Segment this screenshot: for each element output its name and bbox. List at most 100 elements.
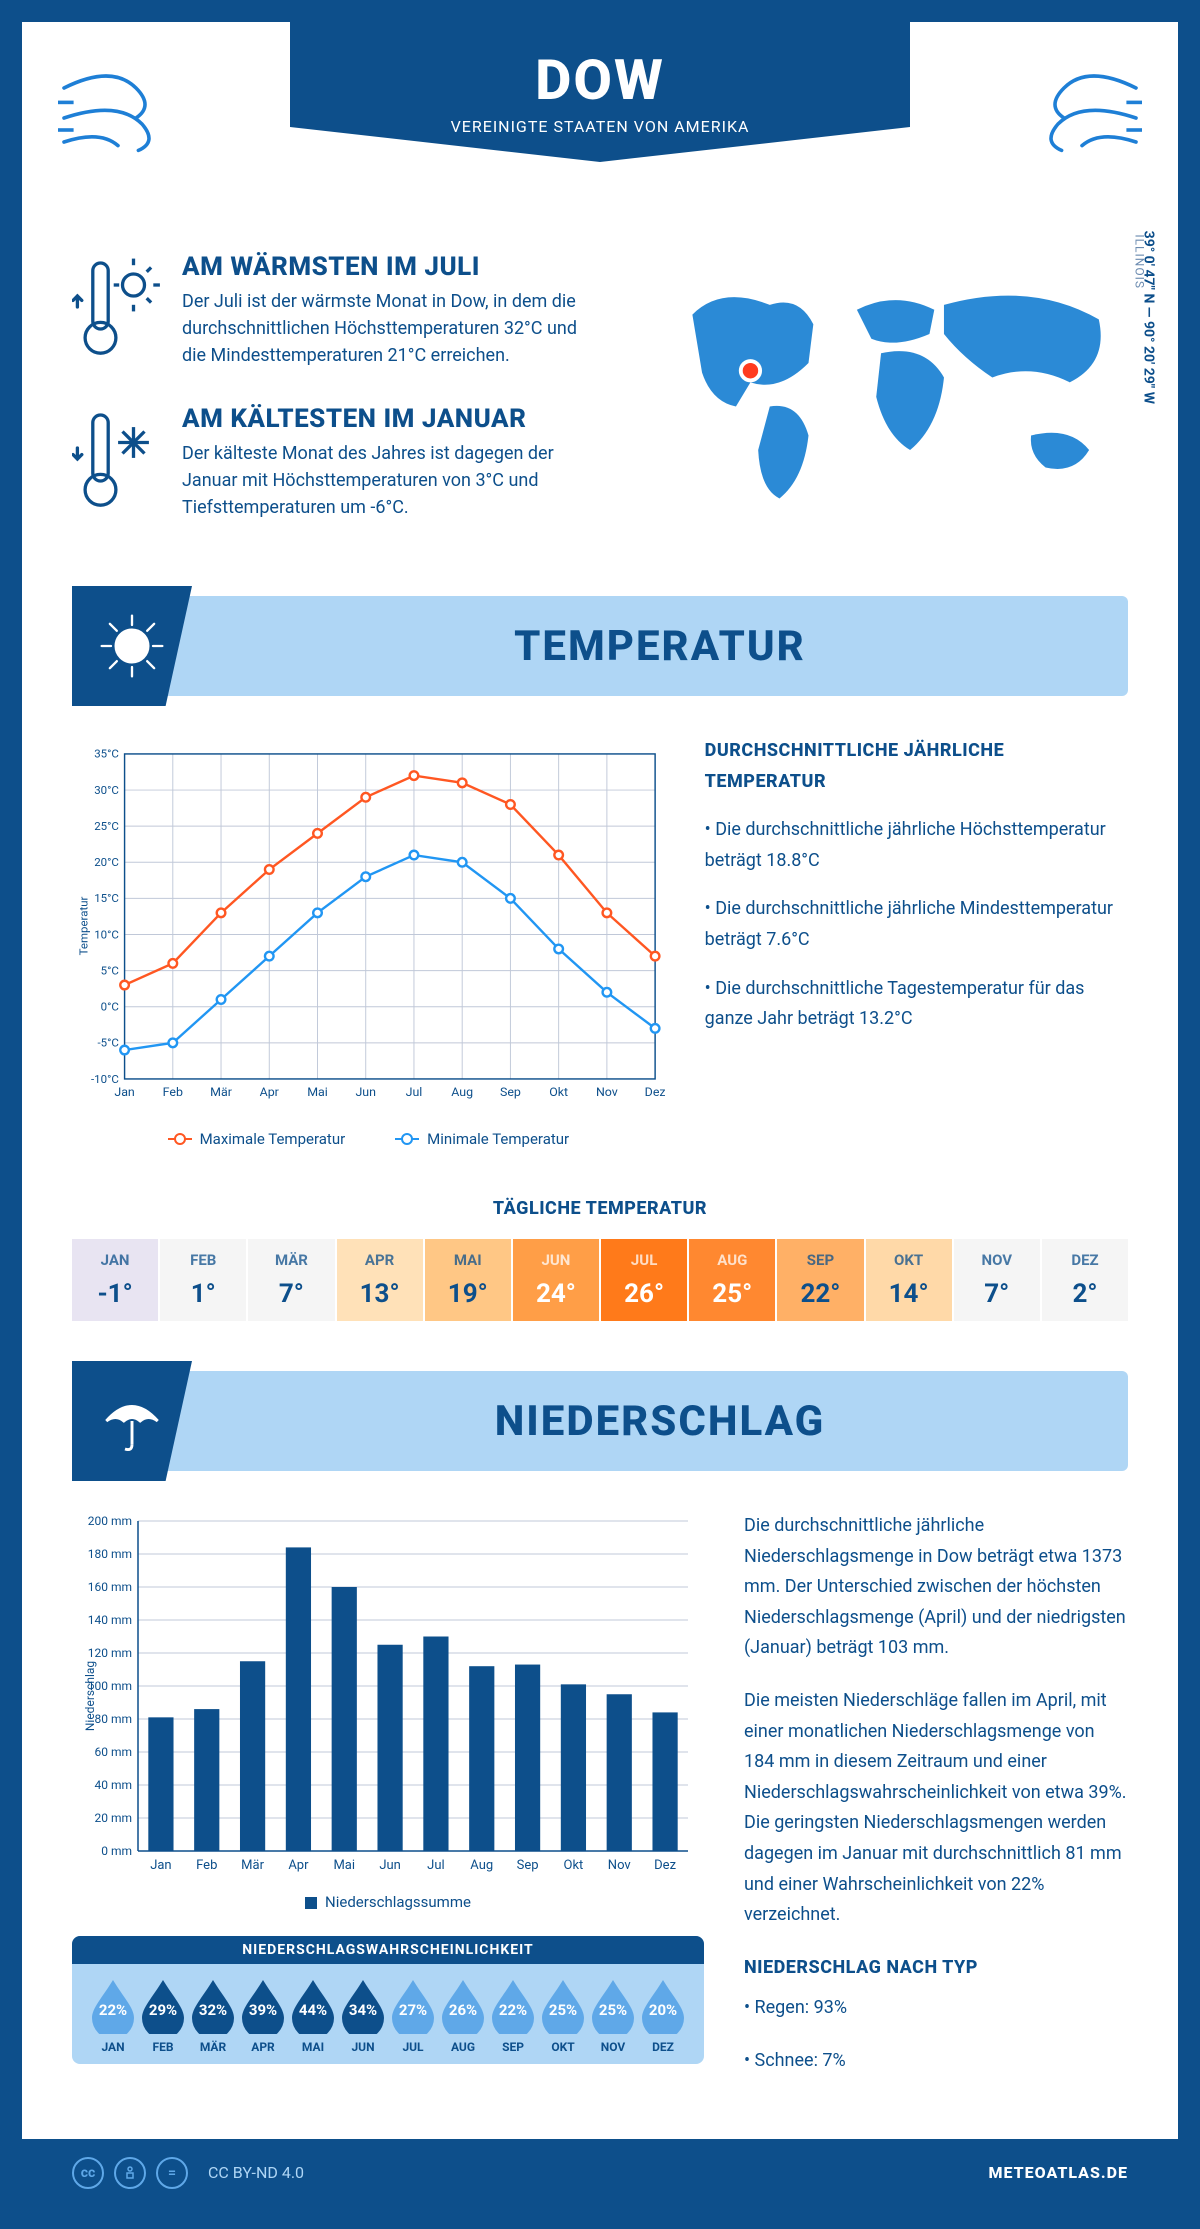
daily-cell: APR13° — [337, 1239, 423, 1321]
wind-icon — [52, 52, 172, 172]
legend-max: Maximale Temperatur — [200, 1130, 346, 1148]
warmest-block: AM WÄRMSTEN IM JULI Der Juli ist der wär… — [72, 252, 604, 369]
probability-cell: 25% NOV — [590, 1978, 636, 2054]
svg-text:Feb: Feb — [196, 1858, 217, 1873]
wind-icon — [1028, 52, 1148, 172]
extremes: AM WÄRMSTEN IM JULI Der Juli ist der wär… — [72, 252, 604, 556]
banner-icon-box — [72, 1361, 192, 1481]
probability-cell: 27% JUL — [390, 1978, 436, 2054]
daily-cell: NOV7° — [954, 1239, 1040, 1321]
intro-section: AM WÄRMSTEN IM JULI Der Juli ist der wär… — [22, 222, 1178, 596]
svg-text:Jul: Jul — [427, 1858, 445, 1873]
daily-title: TÄGLICHE TEMPERATUR — [72, 1198, 1128, 1219]
daily-cell: JUL26° — [601, 1239, 687, 1321]
precipitation-left: 0 mm20 mm40 mm60 mm80 mm100 mm120 mm140 … — [72, 1511, 704, 2099]
probability-cell: 44% MAI — [290, 1978, 336, 2054]
svg-text:Feb: Feb — [163, 1085, 183, 1100]
probability-cell: 26% AUG — [440, 1978, 486, 2054]
temperature-sidebar: DURCHSCHNITTLICHE JÄHRLICHE TEMPERATUR •… — [705, 736, 1128, 1148]
daily-cell: JAN-1° — [72, 1239, 158, 1321]
svg-text:0 mm: 0 mm — [101, 1844, 132, 1858]
svg-text:140 mm: 140 mm — [88, 1613, 132, 1627]
daily-cell: DEZ2° — [1042, 1239, 1128, 1321]
by-icon — [114, 2157, 146, 2189]
svg-text:Niederschlag: Niederschlag — [83, 1661, 97, 1731]
sidebar-title: DURCHSCHNITTLICHE JÄHRLICHE TEMPERATUR — [705, 736, 1128, 797]
svg-text:Jun: Jun — [355, 1085, 376, 1100]
svg-text:Nov: Nov — [596, 1085, 618, 1100]
svg-text:Sep: Sep — [517, 1858, 539, 1873]
daily-cell: FEB1° — [160, 1239, 246, 1321]
location-title: DOW — [290, 47, 910, 113]
svg-text:60 mm: 60 mm — [94, 1745, 132, 1759]
temperature-chart: -10°C-5°C0°C5°C10°C15°C20°C25°C30°C35°CJ… — [72, 736, 665, 1148]
svg-text:35°C: 35°C — [94, 747, 119, 761]
svg-text:Jan: Jan — [114, 1085, 135, 1100]
probability-cell: 34% JUN — [340, 1978, 386, 2054]
svg-text:Mär: Mär — [210, 1085, 233, 1100]
legend-min: Minimale Temperatur — [427, 1130, 569, 1148]
precipitation-chart: 0 mm20 mm40 mm60 mm80 mm100 mm120 mm140 … — [72, 1511, 704, 1881]
svg-text:Okt: Okt — [549, 1085, 568, 1100]
probability-band: NIEDERSCHLAGSWAHRSCHEINLICHKEIT 22% JAN … — [72, 1936, 704, 2064]
precipitation-text: Die durchschnittliche jährliche Niedersc… — [744, 1511, 1128, 2099]
svg-text:Mai: Mai — [333, 1858, 355, 1873]
precipitation-paragraph: Die meisten Niederschläge fallen im Apri… — [744, 1686, 1128, 1931]
footer: cc = CC BY-ND 4.0 METEOATLAS.DE — [22, 2139, 1178, 2207]
precipitation-title: NIEDERSCHLAG — [192, 1397, 1128, 1446]
bar-legend: Niederschlagssumme — [72, 1893, 704, 1911]
location-subtitle: VEREINIGTE STAATEN VON AMERIKA — [290, 117, 910, 136]
svg-text:200 mm: 200 mm — [88, 1514, 132, 1528]
temperature-bullet: • Die durchschnittliche jährliche Mindes… — [705, 894, 1128, 955]
svg-text:5°C: 5°C — [101, 963, 119, 977]
svg-text:Apr: Apr — [260, 1085, 280, 1100]
temperature-banner: TEMPERATUR — [72, 596, 1128, 696]
svg-text:25°C: 25°C — [94, 819, 119, 833]
svg-text:Aug: Aug — [451, 1085, 473, 1100]
world-map-block: ILLINOIS 39° 0′ 47″ N — 90° 20′ 29″ W — [644, 252, 1128, 556]
precipitation-banner: NIEDERSCHLAG — [72, 1371, 1128, 1471]
svg-text:-10°C: -10°C — [91, 1072, 119, 1086]
warmest-title: AM WÄRMSTEN IM JULI — [182, 252, 604, 282]
daily-cell: JUN24° — [513, 1239, 599, 1321]
probability-cell: 32% MÄR — [190, 1978, 236, 2054]
coldest-title: AM KÄLTESTEN IM JANUAR — [182, 404, 604, 434]
svg-text:Mai: Mai — [307, 1085, 328, 1100]
svg-text:20°C: 20°C — [94, 855, 119, 869]
license-text: CC BY-ND 4.0 — [208, 2163, 304, 2182]
probability-cell: 25% OKT — [540, 1978, 586, 2054]
temperature-bullet: • Die durchschnittliche Tagestemperatur … — [705, 974, 1128, 1035]
chart-legend: Maximale Temperatur Minimale Temperatur — [72, 1130, 665, 1148]
svg-text:Temperatur: Temperatur — [76, 896, 90, 955]
coldest-block: AM KÄLTESTEN IM JANUAR Der kälteste Mona… — [72, 404, 604, 521]
coldest-text: Der kälteste Monat des Jahres ist dagege… — [182, 440, 604, 521]
sun-icon — [97, 611, 167, 681]
thermometer-cold-icon — [72, 404, 162, 514]
title-ribbon: DOW VEREINIGTE STAATEN VON AMERIKA — [290, 22, 910, 162]
svg-text:Okt: Okt — [564, 1858, 584, 1873]
svg-text:Apr: Apr — [288, 1858, 309, 1873]
header: DOW VEREINIGTE STAATEN VON AMERIKA — [22, 22, 1178, 222]
by-type-title: NIEDERSCHLAG NACH TYP — [744, 1953, 1128, 1984]
daily-cell: AUG25° — [689, 1239, 775, 1321]
probability-cell: 20% DEZ — [640, 1978, 686, 2054]
svg-text:10°C: 10°C — [94, 927, 119, 941]
svg-text:Dez: Dez — [654, 1858, 676, 1873]
svg-text:Jun: Jun — [379, 1858, 401, 1873]
infographic-frame: DOW VEREINIGTE STAATEN VON AMERIKA AM WÄ… — [0, 0, 1200, 2229]
temperature-bullet: • Die durchschnittliche jährliche Höchst… — [705, 815, 1128, 876]
svg-text:Nov: Nov — [608, 1858, 632, 1873]
nd-icon: = — [156, 2157, 188, 2189]
temperature-section: -10°C-5°C0°C5°C10°C15°C20°C25°C30°C35°CJ… — [22, 696, 1178, 1188]
svg-text:20 mm: 20 mm — [94, 1811, 132, 1825]
by-type-item: • Schnee: 7% — [744, 2046, 1128, 2077]
svg-text:180 mm: 180 mm — [88, 1547, 132, 1561]
svg-text:Jul: Jul — [406, 1085, 423, 1100]
svg-text:160 mm: 160 mm — [88, 1580, 132, 1594]
probability-cell: 39% APR — [240, 1978, 286, 2054]
license-block: cc = CC BY-ND 4.0 — [72, 2157, 304, 2189]
probability-cell: 22% SEP — [490, 1978, 536, 2054]
svg-text:120 mm: 120 mm — [88, 1646, 132, 1660]
svg-text:Jan: Jan — [150, 1858, 171, 1873]
svg-text:15°C: 15°C — [94, 891, 119, 905]
